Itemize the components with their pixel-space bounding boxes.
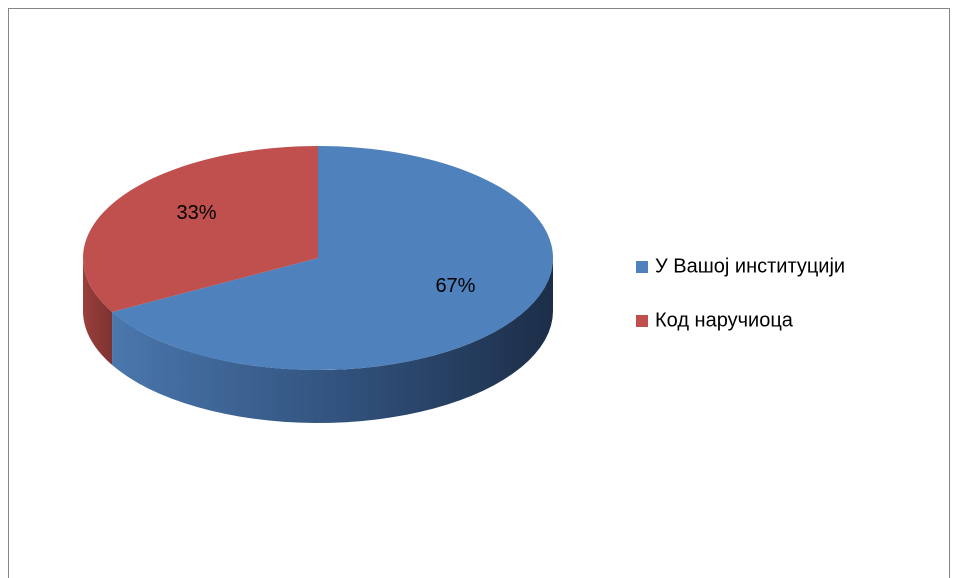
legend-label: Код наручиоца: [655, 309, 794, 331]
data-label: 33%: [177, 202, 217, 224]
legend-swatch: [636, 315, 648, 327]
pie-slice: [112, 146, 553, 370]
pie-slice: [82, 146, 318, 312]
legend-label: У Вашој институцији: [655, 255, 845, 277]
pie-slice-side: [112, 258, 553, 423]
legend-swatch: [636, 261, 648, 273]
data-label: 67%: [435, 275, 475, 297]
pie-slice-side: [83, 258, 113, 365]
